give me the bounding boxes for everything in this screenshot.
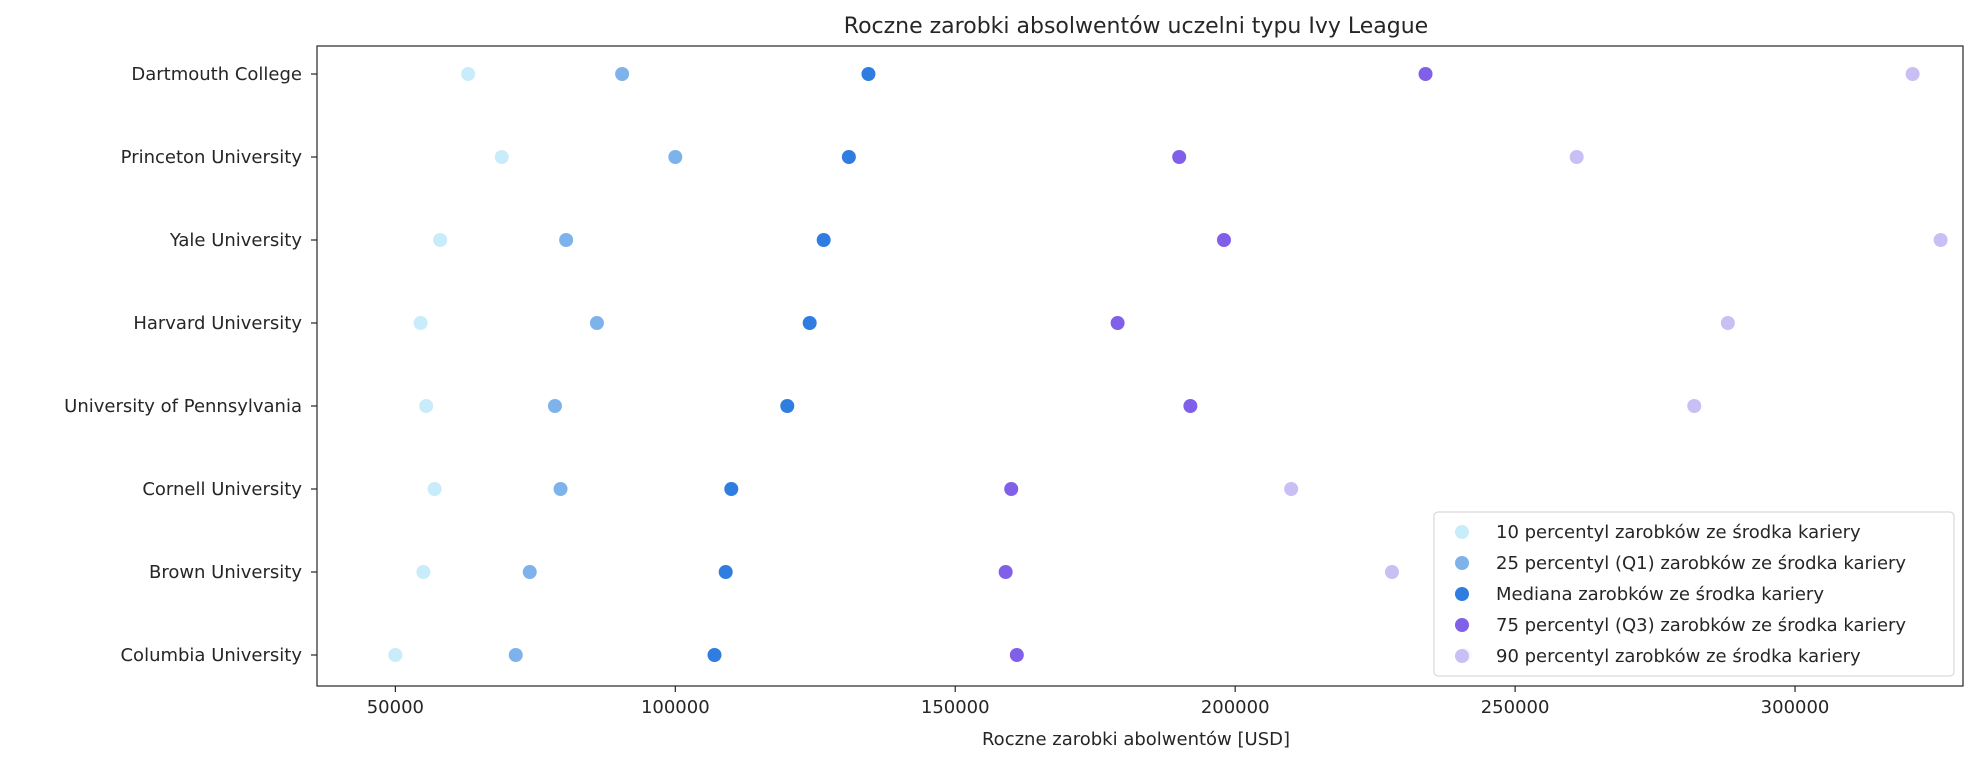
data-point (724, 482, 739, 496)
data-point (1905, 67, 1920, 81)
data-point (419, 399, 434, 413)
data-point (522, 565, 537, 579)
data-point (816, 233, 831, 247)
x-tick-label: 50000 (367, 697, 424, 718)
chart-title: Roczne zarobki absolwentów uczelni typu … (844, 14, 1428, 39)
data-point (559, 233, 574, 247)
y-tick-label: Yale University (169, 230, 302, 251)
data-points (388, 67, 1948, 662)
data-point (780, 399, 795, 413)
data-point (1933, 233, 1948, 247)
data-point (427, 482, 442, 496)
x-axis: 50000 100000 150000 200000 250000 300000 (367, 686, 1830, 718)
x-axis-label: Roczne zarobki abolwentów [USD] (982, 729, 1290, 750)
data-point (1418, 67, 1433, 81)
data-point (1687, 399, 1702, 413)
legend-label: 90 percentyl zarobków ze środka kariery (1496, 646, 1861, 667)
legend-label: 10 percentyl zarobków ze środka kariery (1496, 522, 1861, 543)
y-tick-label: Brown University (149, 562, 302, 583)
x-tick-label: 300000 (1761, 697, 1830, 718)
data-point (718, 565, 733, 579)
y-tick-label: University of Pennsylvania (64, 396, 302, 417)
data-point (1216, 233, 1231, 247)
x-tick-label: 100000 (641, 697, 710, 718)
data-point (861, 67, 876, 81)
data-point (1384, 565, 1399, 579)
legend-label: Mediana zarobków ze środka kariery (1496, 584, 1824, 605)
data-point (1110, 316, 1125, 330)
data-point (589, 316, 604, 330)
data-point (1720, 316, 1735, 330)
data-point (841, 150, 856, 164)
x-tick-label: 150000 (921, 697, 990, 718)
y-tick-label: Harvard University (133, 313, 302, 334)
y-tick-label: Princeton University (121, 147, 303, 168)
data-point (416, 565, 431, 579)
data-point (1183, 399, 1198, 413)
legend-box (1433, 511, 1955, 677)
data-point (668, 150, 683, 164)
y-axis: Dartmouth College Princeton University Yal… (64, 64, 317, 666)
x-tick-label: 250000 (1481, 697, 1550, 718)
legend-marker (1455, 525, 1469, 539)
data-point (998, 565, 1013, 579)
data-point (1172, 150, 1187, 164)
legend-marker (1455, 618, 1469, 632)
data-point (508, 648, 523, 662)
data-point (433, 233, 448, 247)
legend-label: 75 percentyl (Q3) zarobków ze środka kar… (1496, 615, 1906, 636)
data-point (1004, 482, 1019, 496)
data-point (553, 482, 568, 496)
plot-frame (316, 45, 1964, 687)
x-tick-label: 200000 (1201, 697, 1270, 718)
data-point (461, 67, 476, 81)
data-point (1009, 648, 1024, 662)
legend-marker (1455, 649, 1469, 663)
y-tick-label: Cornell University (142, 479, 302, 500)
data-point (547, 399, 562, 413)
data-point (1569, 150, 1584, 164)
y-tick-label: Dartmouth College (131, 64, 302, 85)
data-point (802, 316, 817, 330)
data-point (615, 67, 630, 81)
data-point (413, 316, 428, 330)
data-point (388, 648, 403, 662)
legend-label: 25 percentyl (Q1) zarobków ze środka kar… (1496, 553, 1906, 574)
y-tick-label: Columbia University (120, 645, 302, 666)
legend-marker (1455, 556, 1469, 570)
legend-marker (1455, 587, 1469, 601)
data-point (1284, 482, 1299, 496)
data-point (707, 648, 722, 662)
legend: 10 percentyl zarobków ze środka kariery 2… (1433, 511, 1955, 677)
data-point (494, 150, 509, 164)
